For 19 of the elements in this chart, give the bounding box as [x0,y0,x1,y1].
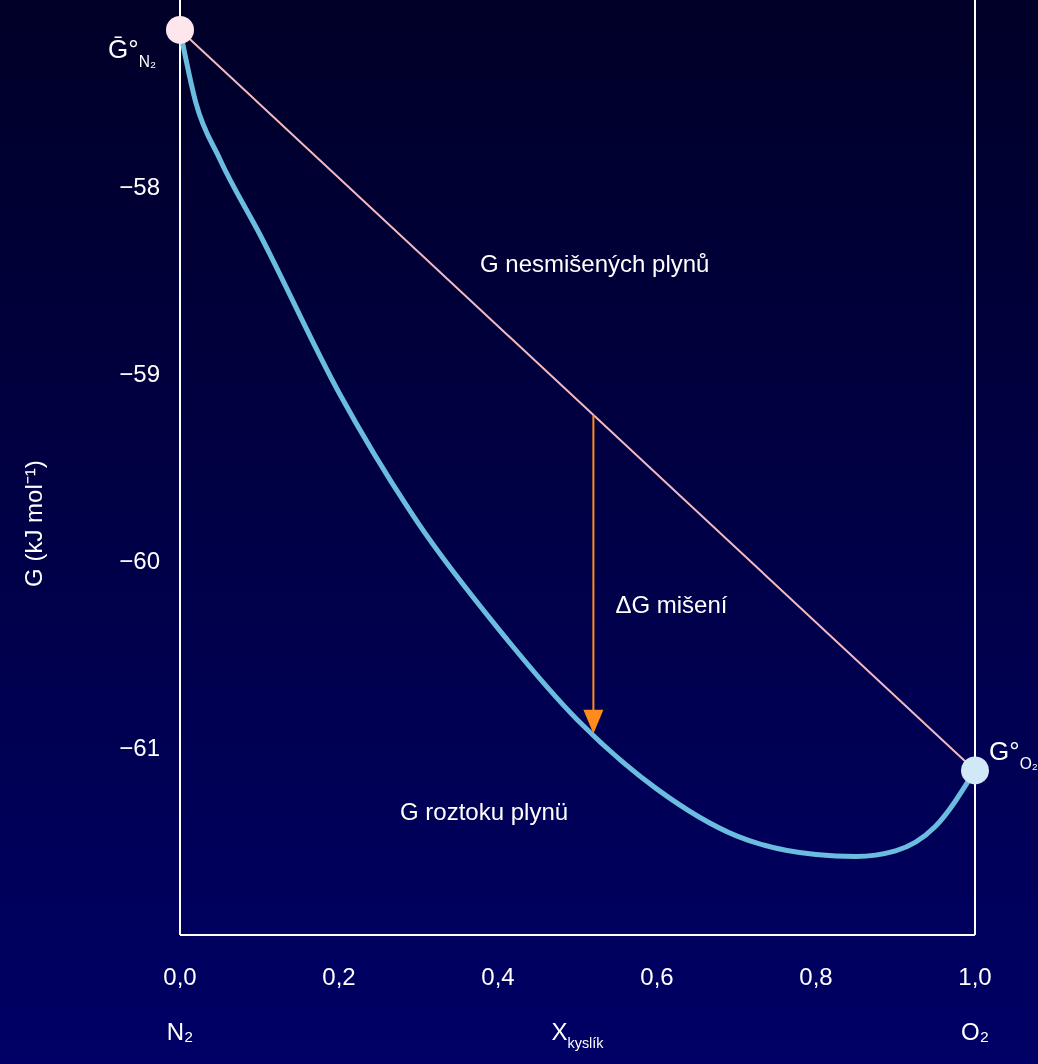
y-tick-label: −59 [119,360,160,387]
y-axis-title: G (kJ mol⁻¹) [20,460,47,587]
x-tick-label: 0,2 [322,963,356,990]
y-tick-label: −60 [119,547,160,574]
x-axis-title: X$_{kyslík}$ [551,1018,605,1051]
series-label: G nesmišených plynů [480,250,710,277]
x-tick-label: 0,0 [163,963,197,990]
text: G roztoku plynü [400,798,569,825]
ref-line-label: ΔG mišení [615,590,728,618]
y-tick-label: −61 [119,734,160,761]
text: O₂ [961,1018,989,1045]
x-tick-label: 0,4 [481,963,515,990]
text: N₂ [166,1018,194,1045]
y-tick-label: −58 [119,173,160,200]
annotation: Ḡ°$_{N₂}$ [108,33,156,70]
annotation: G°$_{O₂}$ [989,736,1038,772]
x-tick-label: 0,6 [640,963,674,990]
x-tick-label: 1,0 [958,963,992,990]
x-tick-label: 0,8 [799,963,833,990]
